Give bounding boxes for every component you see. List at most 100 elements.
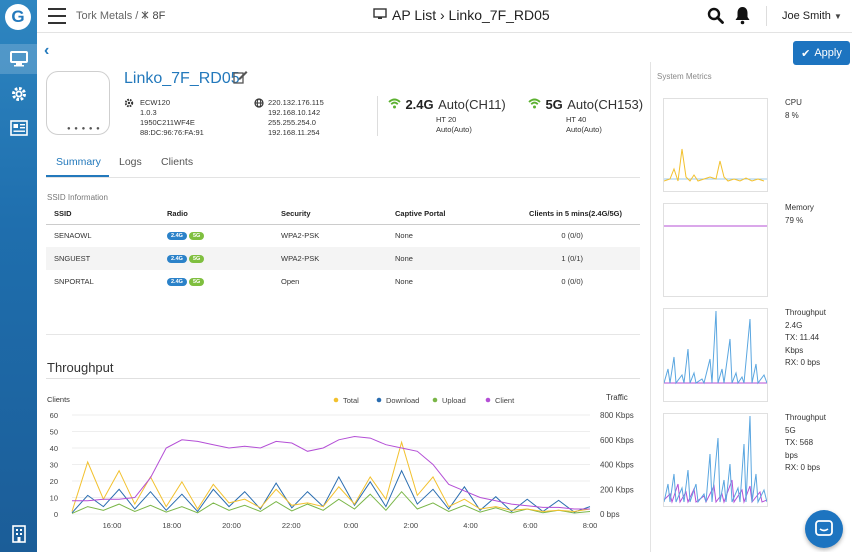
- table-row[interactable]: SNGUEST 2.4G 5G WPA2-PSK None 1 (0/1): [46, 247, 640, 270]
- cpu-sparkline-svg: [663, 148, 767, 182]
- subnet-mask: 255.255.254.0: [268, 118, 316, 127]
- radio-cell: 2.4G 5G: [159, 247, 273, 270]
- table-row[interactable]: SNPORTAL 2.4G 5G Open None 0 (0/0): [46, 270, 640, 293]
- throughput-24g-band: 2.4G: [785, 320, 803, 330]
- right-tick-label: 0 bps: [600, 510, 620, 519]
- local-ip: 192.168.10.142: [268, 108, 321, 117]
- throughput-5g-metric: Throughput 5G TX: 568 bps RX: 0 bps: [785, 412, 845, 475]
- portal-cell: None: [395, 231, 413, 241]
- cpu-metric: CPU 8 %: [785, 97, 845, 122]
- breadcrumb: Tork Metals / 8F: [76, 10, 165, 22]
- radio-badge-24g: 2.4G: [167, 278, 187, 286]
- radio-cell: 2.4G 5G: [159, 270, 273, 293]
- memory-label: Memory: [785, 203, 814, 212]
- user-name[interactable]: Joe Smith: [782, 10, 831, 22]
- x-tick-label: 20:00: [222, 521, 241, 530]
- right-tick-label: 600 Kbps: [600, 436, 634, 445]
- throughput-5g-tx: TX: 568: [785, 438, 814, 447]
- throughput-5g-band: 5G: [785, 425, 796, 435]
- right-tick-label: 800 Kbps: [600, 411, 634, 420]
- radio-badge-5g: 5G: [188, 232, 205, 241]
- device-firmware: 1.0.3: [140, 108, 157, 117]
- security-cell: Open: [281, 277, 300, 286]
- portal-cell: None: [395, 277, 413, 286]
- radio-badge-24g: 2.4G: [167, 232, 187, 241]
- security-cell: WPA2-PSK: [273, 247, 387, 270]
- left-tick-label: 20: [50, 477, 58, 486]
- caret-down-icon[interactable]: ▼: [834, 12, 842, 21]
- ssid-name: SNGUEST: [46, 247, 159, 270]
- tab-clients[interactable]: Clients: [161, 156, 194, 168]
- col-radio: Radio: [159, 204, 273, 225]
- apply-button[interactable]: ✔ Apply: [793, 41, 850, 65]
- device-model: ECW120: [140, 98, 171, 107]
- col-portal: Captive Portal: [387, 204, 501, 225]
- sidebar: G: [0, 0, 37, 552]
- throughput-5g-label: Throughput: [785, 413, 826, 422]
- report-icon[interactable]: [0, 113, 37, 143]
- ssid-table: SSID Radio Security Captive Portal Clien…: [46, 204, 640, 293]
- search-icon[interactable]: [707, 7, 724, 29]
- menu-icon[interactable]: [48, 8, 66, 24]
- divider: [46, 378, 640, 379]
- radio-power: Auto(Auto): [436, 125, 472, 134]
- x-tick-label: 18:00: [162, 521, 181, 530]
- ssid-name: SENAOWL: [54, 231, 92, 241]
- gear-icon[interactable]: [0, 79, 37, 109]
- back-arrow-icon[interactable]: ‹: [44, 42, 50, 59]
- radio-band: 5G: [545, 97, 563, 112]
- bell-icon[interactable]: [734, 6, 751, 30]
- radio-channel: Auto(CH153): [567, 97, 644, 112]
- edit-icon[interactable]: [233, 70, 248, 89]
- throughput-24g-rx: RX: 0 bps: [785, 358, 821, 367]
- series-total-line: [71, 440, 591, 513]
- col-ssid: SSID: [46, 204, 159, 225]
- chat-button[interactable]: [805, 510, 843, 548]
- left-tick-label: 10: [50, 494, 58, 503]
- table-row[interactable]: SENAOWL 2.4G 5G WPA2-PSK None 0 (0/0): [46, 224, 640, 247]
- throughput-chart: 60 50 40 30 20 10 0 800 Kbps 600 Kbps 400 Kbps 200…: [47, 393, 634, 530]
- right-axis-label: Traffic: [606, 393, 628, 402]
- tab-logs[interactable]: Logs: [119, 156, 142, 168]
- tab-summary[interactable]: Summary: [56, 156, 101, 168]
- cpu-sparkline: [663, 98, 768, 192]
- divider: [377, 96, 378, 136]
- breadcrumb-org[interactable]: Tork Metals /: [76, 10, 139, 22]
- apply-label: Apply: [814, 47, 842, 59]
- col-clients: Clients in 5 mins(2.4G/5G): [501, 204, 640, 225]
- throughput-24g-sparkline-svg: [663, 310, 768, 385]
- divider: [46, 334, 640, 335]
- building-icon[interactable]: [0, 519, 37, 549]
- throughput-5g-sparkline: [663, 413, 768, 507]
- active-tab-indicator: [46, 175, 109, 177]
- legend-marker: [485, 397, 491, 403]
- left-tick-label: 40: [50, 444, 58, 453]
- left-tick-label: 50: [50, 428, 58, 437]
- clients-cell: 1 (0/1): [501, 247, 640, 270]
- breadcrumb-floor[interactable]: 8F: [152, 10, 166, 22]
- radio-channel: Auto(CH11): [438, 97, 506, 112]
- legend-marker: [432, 397, 438, 403]
- radio-cell: 2.4G 5G: [159, 224, 273, 247]
- right-tick-label: 400 Kbps: [600, 461, 634, 470]
- radio-power: Auto(Auto): [566, 125, 602, 134]
- left-axis-label: Clients: [47, 395, 70, 404]
- page-title-text: AP List › Linko_7F_RD05: [392, 7, 550, 23]
- app-logo[interactable]: G: [5, 4, 31, 30]
- radio-ht: HT 40: [566, 115, 587, 124]
- legend-marker: [376, 397, 382, 403]
- radio-band: 2.4G: [405, 97, 434, 112]
- memory-sparkline: [663, 203, 768, 297]
- legend-label: Client: [495, 396, 515, 405]
- floor-icon: [141, 10, 152, 22]
- wifi-icon: [528, 96, 541, 113]
- x-tick-label: 6:00: [523, 521, 538, 530]
- x-tick-label: 4:00: [463, 521, 478, 530]
- x-tick-label: 8:00: [583, 521, 598, 530]
- top-bar: Tork Metals / 8F AP List › Linko_7F_RD05…: [37, 0, 852, 33]
- monitor-icon[interactable]: [0, 44, 37, 74]
- x-tick-label: 0:00: [344, 521, 359, 530]
- right-tick-label: 200 Kbps: [600, 485, 634, 494]
- left-tick-label: 30: [50, 461, 58, 470]
- globe-icon: [254, 98, 264, 110]
